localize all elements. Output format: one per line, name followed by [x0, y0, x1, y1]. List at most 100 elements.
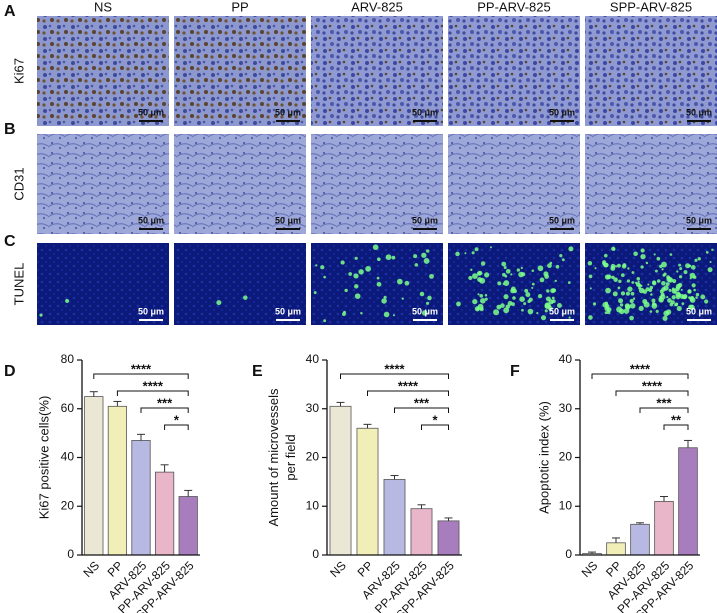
micrograph — [448, 243, 580, 325]
apoptotic-cell — [627, 286, 633, 292]
apoptotic-cell — [539, 277, 545, 283]
apoptotic-cell — [315, 264, 318, 267]
apoptotic-cell — [521, 308, 524, 312]
column-header: SPP-ARV-825 — [610, 0, 692, 14]
apoptotic-cell — [623, 308, 630, 314]
micrograph — [585, 16, 717, 126]
apoptotic-cell — [645, 261, 649, 265]
bar — [437, 520, 460, 556]
column-header: ARV-825 — [351, 0, 403, 14]
panel-label: F — [510, 363, 520, 380]
apoptotic-cell — [618, 279, 622, 283]
apoptotic-cell — [477, 293, 480, 296]
apoptotic-cell — [474, 306, 480, 312]
apoptotic-cell — [385, 254, 392, 261]
apoptotic-cell — [561, 258, 565, 262]
apoptotic-cell — [501, 261, 507, 267]
micrograph — [448, 134, 580, 234]
apoptotic-cell — [404, 280, 410, 286]
significance-bracket — [93, 373, 189, 379]
apoptotic-cell — [510, 286, 516, 292]
apoptotic-cell — [421, 310, 428, 316]
apoptotic-cell — [711, 248, 714, 251]
significance-bracket — [615, 390, 689, 396]
apoptotic-cell — [376, 281, 382, 287]
y-tick-label: 40 — [61, 450, 75, 464]
apoptotic-cell — [544, 309, 548, 313]
x-tick-label: NS — [80, 558, 102, 580]
apoptotic-cell — [556, 303, 562, 308]
significance-label: * — [432, 412, 438, 427]
panel-label: C — [4, 233, 16, 250]
apoptotic-cell — [707, 267, 713, 273]
column-header: PP — [231, 0, 248, 14]
x-tick-label: PP — [355, 558, 376, 579]
apoptotic-cell — [537, 293, 543, 299]
apoptotic-cell — [496, 304, 502, 310]
apoptotic-cell — [679, 275, 683, 279]
apoptotic-cell — [678, 263, 682, 267]
apoptotic-cell — [633, 251, 638, 257]
y-tick-label: 30 — [306, 401, 320, 415]
apoptotic-cell — [592, 302, 597, 306]
micrograph — [174, 16, 306, 126]
apoptotic-cell — [695, 292, 700, 297]
y-tick-label: 30 — [559, 401, 573, 415]
apoptotic-cell — [662, 315, 668, 321]
x-tick-label: NS — [579, 558, 601, 580]
apoptotic-cell — [313, 291, 317, 295]
apoptotic-cell — [669, 302, 674, 307]
apoptotic-cell — [519, 296, 525, 302]
apoptotic-cell — [625, 291, 631, 296]
apoptotic-cell — [681, 302, 685, 306]
apoptotic-cell — [348, 272, 353, 276]
scale-bar-label: 50 μm — [138, 215, 164, 225]
bar — [107, 405, 128, 556]
apoptotic-cell — [484, 272, 490, 278]
apoptotic-cell — [700, 294, 706, 300]
apoptotic-cell — [524, 288, 529, 293]
micrograph — [37, 134, 169, 234]
apoptotic-cell — [456, 301, 461, 307]
scale-bar-label: 50 μm — [549, 107, 575, 117]
apoptotic-cell — [669, 253, 673, 256]
apoptotic-cell — [640, 253, 646, 260]
significance-bracket — [116, 390, 189, 396]
apoptotic-cell — [704, 299, 709, 304]
y-axis-label: Apoptotic index (%) — [536, 401, 551, 514]
significance-bracket — [591, 373, 689, 379]
significance-label: *** — [656, 395, 672, 410]
apoptotic-cell — [654, 269, 658, 273]
apoptotic-cell — [471, 251, 475, 255]
row-label: TUNEL — [11, 263, 26, 306]
apoptotic-cell — [649, 285, 654, 290]
apoptotic-cell — [640, 248, 645, 253]
apoptotic-cell — [620, 291, 626, 296]
apoptotic-cell — [376, 276, 380, 280]
apoptotic-cell — [554, 279, 557, 283]
apoptotic-cell — [365, 265, 372, 272]
apoptotic-cell — [497, 281, 502, 286]
significance-label: *** — [157, 395, 173, 410]
apoptotic-cell — [594, 267, 597, 270]
apoptotic-cell — [516, 268, 520, 272]
apoptotic-cell — [666, 295, 669, 299]
bar — [356, 427, 379, 556]
apoptotic-cell — [343, 310, 346, 314]
bar — [84, 396, 104, 556]
apoptotic-cell — [479, 293, 484, 298]
apoptotic-cell — [705, 251, 709, 254]
apoptotic-cell — [474, 247, 479, 252]
scale-bar-label: 50 μm — [549, 306, 575, 316]
apoptotic-cell — [647, 283, 650, 286]
apoptotic-cell — [323, 275, 326, 279]
y-tick-label: 20 — [559, 450, 573, 464]
apoptotic-cell — [691, 283, 696, 288]
apoptotic-cell — [503, 294, 509, 300]
apoptotic-cell — [695, 296, 698, 299]
bar-chart: Amount of microvessels per field 0 10 20 30 40… — [266, 352, 462, 613]
significance-bracket — [421, 424, 449, 430]
apoptotic-cell — [676, 306, 682, 312]
apoptotic-cell — [638, 283, 642, 287]
apoptotic-cell — [480, 298, 486, 304]
